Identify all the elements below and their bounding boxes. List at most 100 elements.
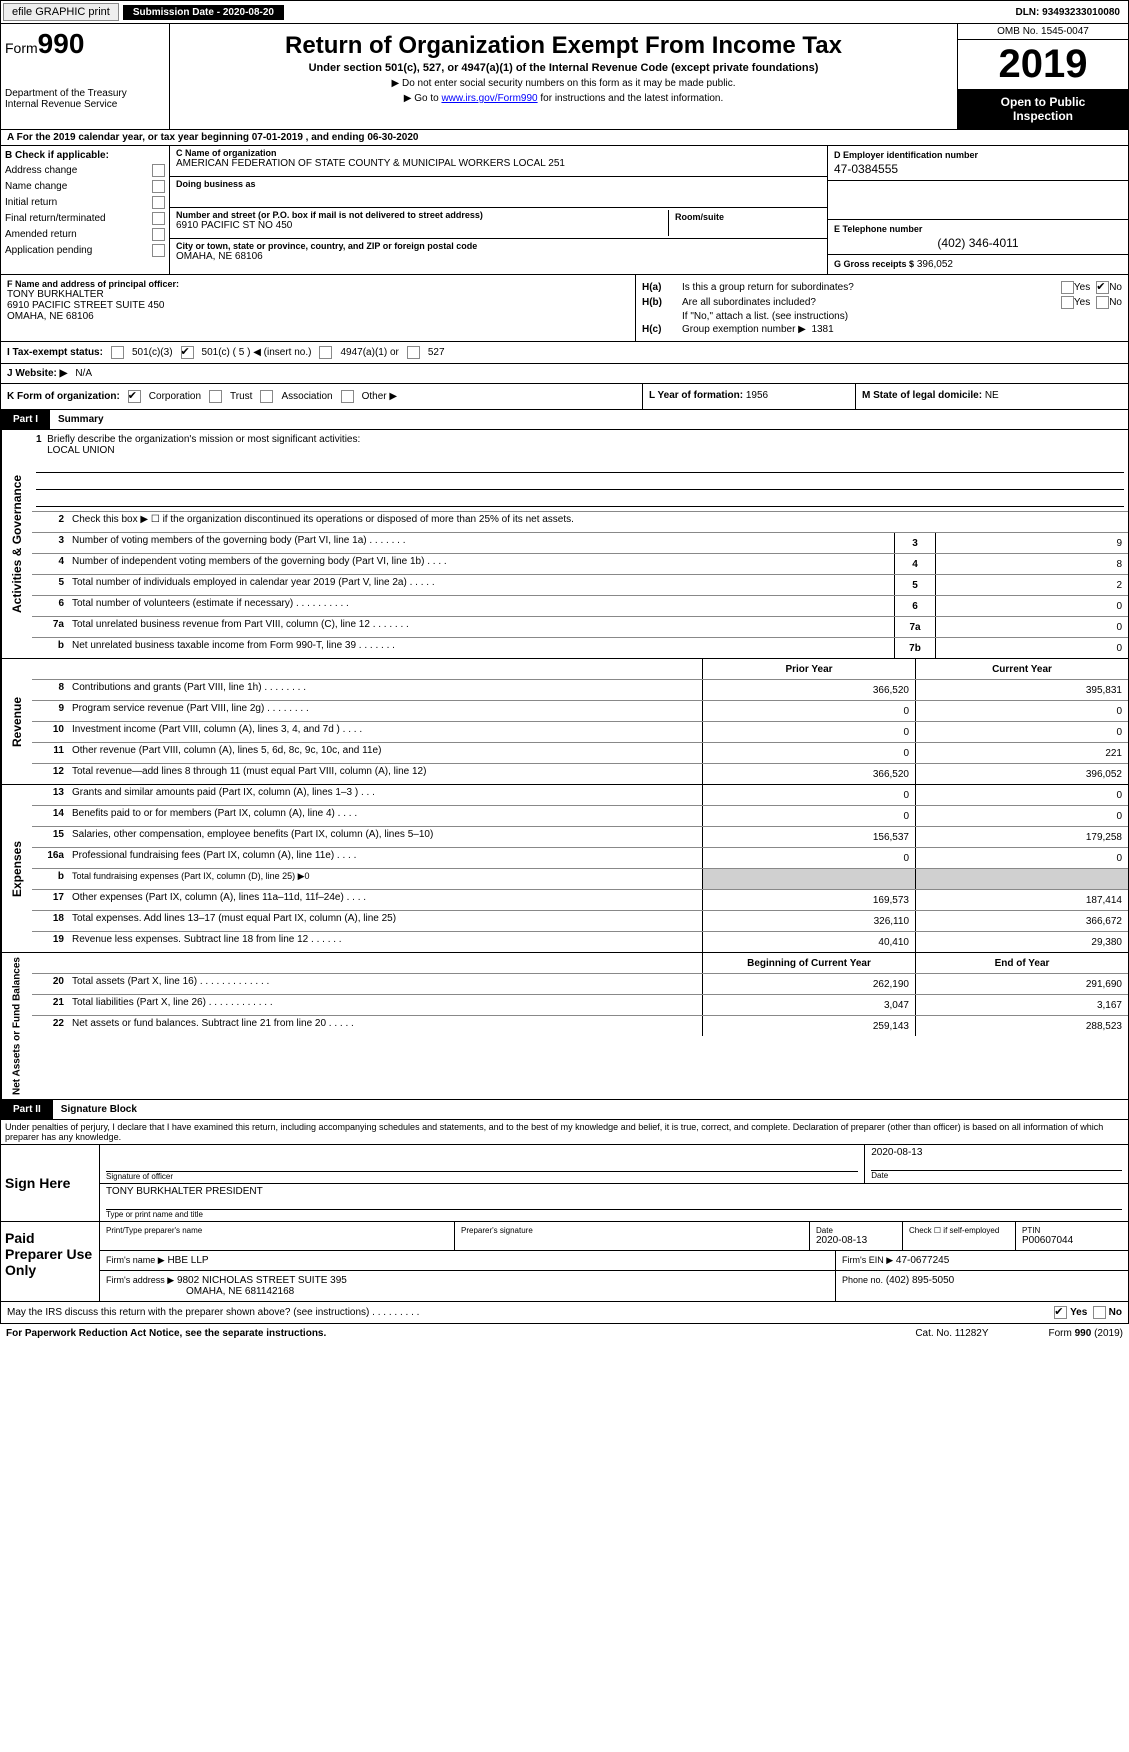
ha-no-checkbox[interactable] [1096,281,1109,294]
summary-line: 10Investment income (Part VIII, column (… [32,722,1128,743]
dept-label: Department of the Treasury Internal Reve… [5,88,165,110]
firm-phone: (402) 895-5050 [886,1275,954,1286]
summary-line: 22Net assets or fund balances. Subtract … [32,1016,1128,1036]
hb-yes-checkbox[interactable] [1061,296,1074,309]
section-net-assets: Net Assets or Fund Balances Beginning of… [0,953,1129,1100]
row-i-tax-status: I Tax-exempt status: 501(c)(3) 501(c) ( … [0,342,1129,364]
colb-checkbox[interactable] [152,244,165,257]
discuss-no-checkbox[interactable] [1093,1306,1106,1319]
tax-year: 2019 [958,40,1128,89]
gross-receipts: 396,052 [917,259,953,270]
summary-line: 6Total number of volunteers (estimate if… [32,596,1128,617]
firm-name: HBE LLP [167,1255,208,1266]
submission-date-label: Submission Date - 2020-08-20 [123,5,284,20]
top-bar: efile GRAPHIC print Submission Date - 20… [0,0,1129,24]
summary-line: 14Benefits paid to or for members (Part … [32,806,1128,827]
corp-checkbox[interactable] [128,390,141,403]
sign-date: 2020-08-13 [871,1147,1122,1158]
paid-preparer-block: Paid Preparer Use Only Print/Type prepar… [0,1222,1129,1302]
tab-net-assets: Net Assets or Fund Balances [1,953,32,1099]
section-f-h: F Name and address of principal officer:… [0,275,1129,342]
officer-addr1: 6910 PACIFIC STREET SUITE 450 [7,300,629,311]
summary-line: 4Number of independent voting members of… [32,554,1128,575]
summary-line: 16aProfessional fundraising fees (Part I… [32,848,1128,869]
row-klm: K Form of organization: Corporation Trus… [0,384,1129,410]
summary-line: 20Total assets (Part X, line 16) . . . .… [32,974,1128,995]
trust-checkbox[interactable] [209,390,222,403]
firm-ein: 47-0677245 [896,1255,949,1266]
summary-line: 3Number of voting members of the governi… [32,533,1128,554]
501c-checkbox[interactable] [181,346,194,359]
colb-checkbox[interactable] [152,212,165,225]
city-state-zip: OMAHA, NE 68106 [176,251,821,262]
form-header: Form990 Department of the Treasury Inter… [0,24,1129,130]
colb-checkbox[interactable] [152,180,165,193]
column-c: C Name of organization AMERICAN FEDERATI… [170,146,827,274]
omb-number: OMB No. 1545-0047 [958,24,1128,40]
sign-here-block: Sign Here Signature of officer 2020-08-1… [0,1145,1129,1222]
tab-revenue: Revenue [1,659,32,784]
colb-checkbox[interactable] [152,164,165,177]
telephone: (402) 346-4011 [834,236,1122,250]
ha-yes-checkbox[interactable] [1061,281,1074,294]
state-domicile: NE [985,390,999,401]
discuss-yes-checkbox[interactable] [1054,1306,1067,1319]
preparer-date: 2020-08-13 [816,1235,896,1246]
tab-governance: Activities & Governance [1,430,32,658]
firm-address: 9802 NICHOLAS STREET SUITE 395 [177,1275,347,1286]
summary-line: 12Total revenue—add lines 8 through 11 (… [32,764,1128,784]
column-b: B Check if applicable: Address changeNam… [1,146,170,274]
section-governance: Activities & Governance 1 Briefly descri… [0,430,1129,659]
form-note-2: ▶ Go to www.irs.gov/Form990 for instruct… [176,93,951,104]
form-title: Return of Organization Exempt From Incom… [176,32,951,60]
dln-label: DLN: 93493233010080 [1015,7,1126,18]
open-to-public: Open to Public Inspection [958,89,1128,129]
officer-addr2: OMAHA, NE 68106 [7,311,629,322]
colb-checkbox[interactable] [152,196,165,209]
summary-line: bNet unrelated business taxable income f… [32,638,1128,658]
summary-line: 8Contributions and grants (Part VIII, li… [32,680,1128,701]
form-note-1: ▶ Do not enter social security numbers o… [176,78,951,89]
527-checkbox[interactable] [407,346,420,359]
summary-line: 21Total liabilities (Part X, line 26) . … [32,995,1128,1016]
column-d: D Employer identification number 47-0384… [827,146,1128,274]
header-block-bcd: B Check if applicable: Address changeNam… [0,146,1129,275]
summary-line: 13Grants and similar amounts paid (Part … [32,785,1128,806]
form-subtitle: Under section 501(c), 527, or 4947(a)(1)… [176,62,951,74]
assoc-checkbox[interactable] [260,390,273,403]
efile-button[interactable]: efile GRAPHIC print [3,3,119,21]
other-checkbox[interactable] [341,390,354,403]
page-footer: For Paperwork Reduction Act Notice, see … [0,1324,1129,1343]
discuss-row: May the IRS discuss this return with the… [0,1302,1129,1324]
ein: 47-0384555 [834,162,1122,176]
summary-line: 11Other revenue (Part VIII, column (A), … [32,743,1128,764]
row-j-website: J Website: ▶ N/A [0,364,1129,384]
part-2-header: Part II Signature Block [0,1100,1129,1120]
summary-line: 19Revenue less expenses. Subtract line 1… [32,932,1128,952]
ptin: P00607044 [1022,1235,1122,1246]
group-exemption-number: 1381 [811,324,833,335]
year-formation: 1956 [746,390,768,401]
perjury-statement: Under penalties of perjury, I declare th… [0,1120,1129,1145]
summary-line: bTotal fundraising expenses (Part IX, co… [32,869,1128,890]
irs-link[interactable]: www.irs.gov/Form990 [441,93,537,104]
summary-line: 18Total expenses. Add lines 13–17 (must … [32,911,1128,932]
website-value: N/A [75,368,92,379]
officer-signature-name: TONY BURKHALTER PRESIDENT [106,1186,1122,1197]
officer-name: TONY BURKHALTER [7,289,629,300]
summary-line: 7aTotal unrelated business revenue from … [32,617,1128,638]
row-a-tax-year: A For the 2019 calendar year, or tax yea… [0,130,1129,146]
street-address: 6910 PACIFIC ST NO 450 [176,220,668,231]
section-expenses: Expenses 13Grants and similar amounts pa… [0,785,1129,953]
summary-line: 17Other expenses (Part IX, column (A), l… [32,890,1128,911]
part-1-header: Part I Summary [0,410,1129,430]
summary-line: 15Salaries, other compensation, employee… [32,827,1128,848]
501c3-checkbox[interactable] [111,346,124,359]
4947-checkbox[interactable] [319,346,332,359]
mission-text: LOCAL UNION [47,445,114,456]
tab-expenses: Expenses [1,785,32,952]
form-number: Form990 [5,28,165,60]
summary-line: 9Program service revenue (Part VIII, lin… [32,701,1128,722]
hb-no-checkbox[interactable] [1096,296,1109,309]
colb-checkbox[interactable] [152,228,165,241]
